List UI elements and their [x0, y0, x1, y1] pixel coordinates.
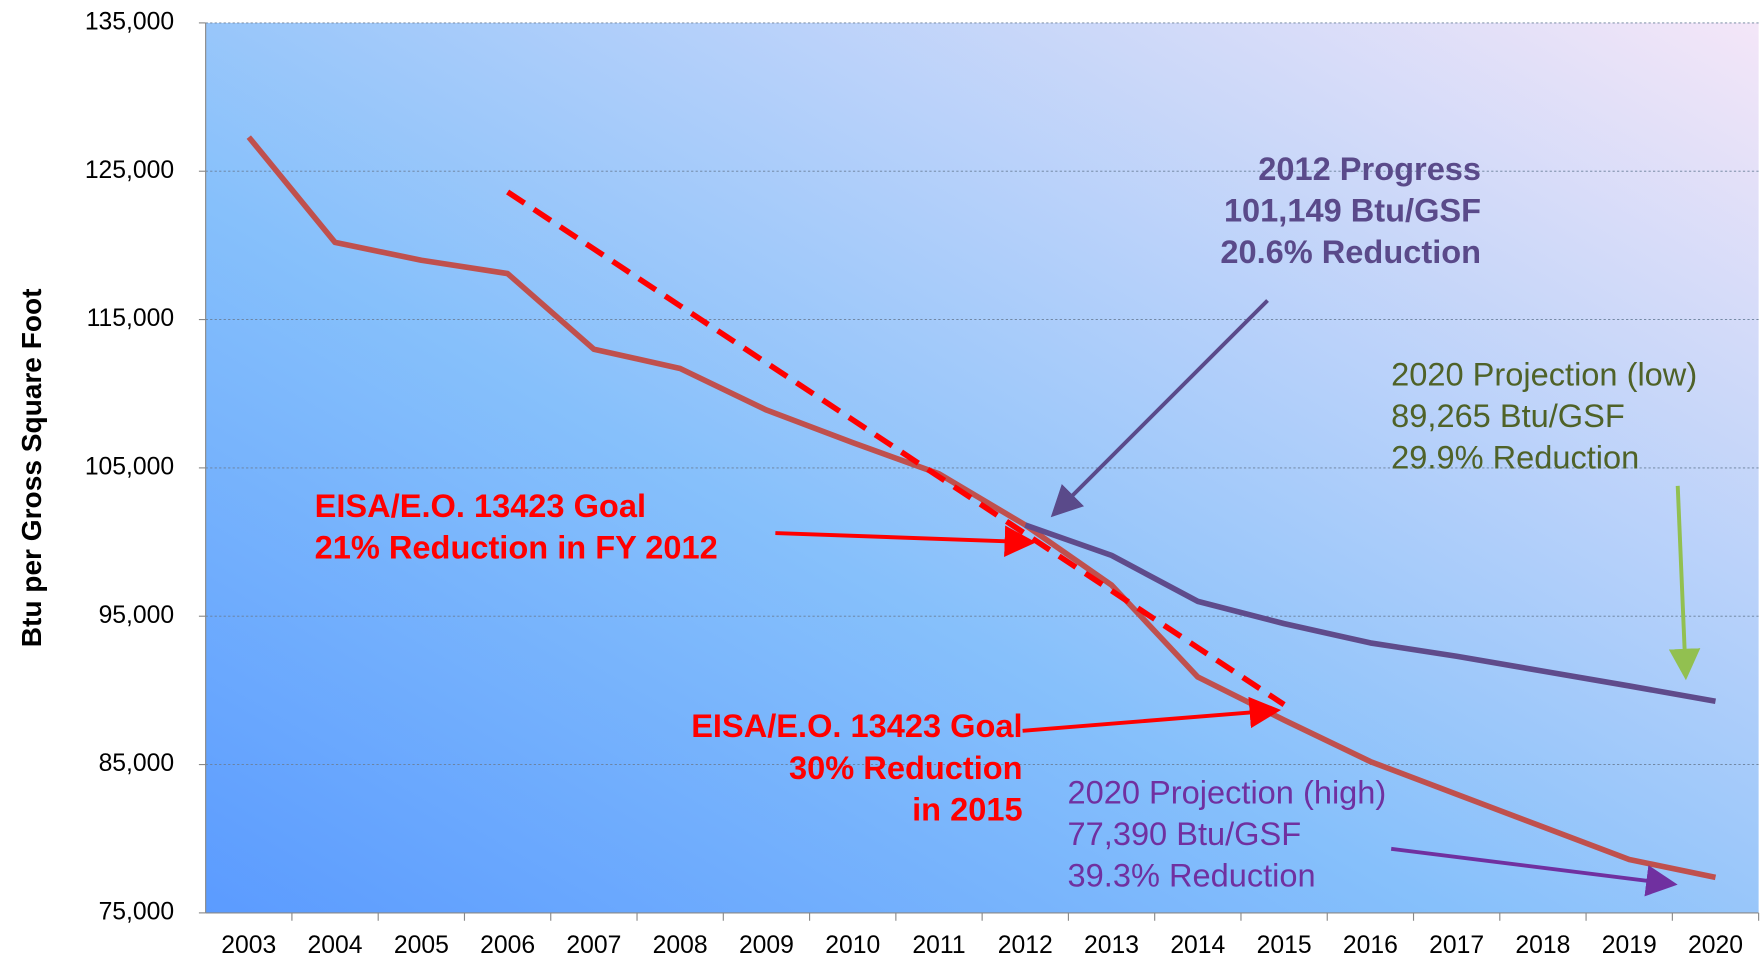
x-tick-label: 2003	[221, 932, 276, 959]
series-line	[1024, 522, 1716, 705]
x-tick-label: 2013	[1084, 932, 1139, 959]
annotation: 39.3% Reduction	[1068, 858, 1316, 894]
annotation: 20.6% Reduction	[1220, 234, 1481, 270]
plot-area	[205, 22, 1759, 913]
x-tick-label: 2004	[308, 932, 363, 959]
x-tick-label: 2019	[1602, 932, 1657, 959]
annotation: 21% Reduction in FY 2012	[315, 530, 718, 566]
x-tick-label: 2005	[394, 932, 449, 959]
x-tick-label: 2010	[825, 932, 880, 959]
y-tick-label: 125,000	[85, 157, 174, 184]
x-tick-label: 2014	[1170, 932, 1225, 959]
annotation: EISA/E.O. 13423 Goal	[691, 708, 1022, 744]
annotation: 77,390 Btu/GSF	[1068, 816, 1302, 852]
y-tick-label: 135,000	[85, 8, 174, 35]
annotation: 2020 Projection (high)	[1068, 775, 1387, 811]
x-tick-label: 2017	[1429, 932, 1484, 959]
y-tick-label: 105,000	[85, 453, 174, 480]
x-tick-label: 2008	[653, 932, 708, 959]
x-tick-label: 2009	[739, 932, 794, 959]
y-tick-label: 95,000	[99, 602, 175, 629]
annotation: 2020 Projection (low)	[1391, 356, 1697, 392]
annotation: 101,149 Btu/GSF	[1224, 192, 1481, 228]
annotation-arrow	[1022, 696, 1282, 733]
x-tick-label: 2020	[1688, 932, 1743, 959]
annotation-arrow	[1668, 485, 1701, 681]
x-tick-label: 2011	[912, 932, 965, 959]
series-line	[246, 135, 1717, 881]
x-tick-label: 2016	[1343, 932, 1398, 959]
y-tick-label: 85,000	[99, 750, 175, 777]
annotation-arrow	[1390, 846, 1678, 897]
x-tick-label: 2006	[480, 932, 535, 959]
annotation: in 2015	[912, 791, 1022, 827]
y-tick-label: 75,000	[99, 898, 175, 925]
annotation: 89,265 Btu/GSF	[1391, 398, 1625, 434]
x-tick-label: 2018	[1515, 932, 1570, 959]
annotation: EISA/E.O. 13423 Goal	[315, 488, 646, 524]
annotation-arrow	[775, 525, 1037, 557]
x-tick-label: 2007	[566, 932, 621, 959]
annotation-arrow	[1050, 299, 1269, 518]
x-tick-label: 2015	[1257, 932, 1312, 959]
x-tick-label: 2012	[998, 932, 1053, 959]
annotation: 2012 Progress	[1258, 151, 1481, 187]
y-axis-label: Btu per Gross Square Foot	[16, 288, 47, 647]
annotation: 30% Reduction	[789, 750, 1023, 786]
y-tick-label: 115,000	[87, 305, 175, 332]
annotation: 29.9% Reduction	[1391, 440, 1639, 476]
